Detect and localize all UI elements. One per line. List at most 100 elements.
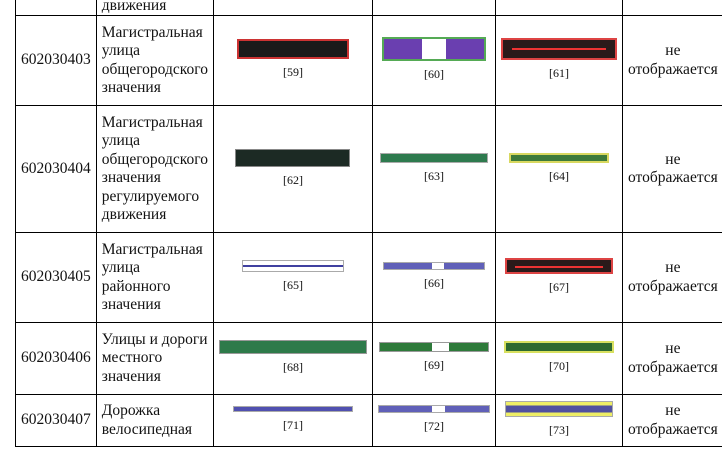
- table-cell: [73]: [494, 394, 623, 447]
- status-line: отображается: [627, 60, 718, 78]
- name-line: улица: [101, 132, 141, 149]
- table-cell: не отображается: [621, 322, 722, 395]
- ref: [62]: [282, 172, 303, 187]
- table-row: 602030403 Магистральная улица общегородског…: [15, 15, 722, 106]
- name-line: Магистральная: [101, 113, 203, 131]
- table-cell: [621, 0, 722, 16]
- ref: [71]: [282, 418, 303, 433]
- table-cell: Магистральная улица общегородского значения…: [95, 105, 214, 233]
- table-row: 602030404 Магистральная улица общегородског…: [15, 105, 722, 233]
- table-cell: не отображается: [621, 105, 722, 233]
- name-line: регулируемого: [101, 187, 200, 205]
- table-cell: Улицы и дороги местного значения: [95, 322, 214, 395]
- name-line: местного: [101, 349, 163, 367]
- status-line: не: [665, 402, 681, 419]
- line-style-swatch: [218, 340, 367, 355]
- table-cell: [64]: [494, 105, 623, 233]
- table-cell: не отображается: [621, 394, 722, 447]
- line-style-swatch: [382, 262, 485, 271]
- table-cell: [62]: [212, 105, 373, 233]
- table-cell: 602030406: [15, 322, 97, 395]
- name-line: Улицы и дороги: [101, 330, 208, 348]
- status-line: отображается: [627, 358, 718, 376]
- ref: [73]: [548, 423, 569, 438]
- table-cell: 602030403: [15, 15, 97, 106]
- ref: [65]: [282, 278, 303, 293]
- name-line: улица: [101, 259, 141, 276]
- line-style-swatch: [500, 38, 617, 61]
- table-cell: [67]: [494, 232, 623, 323]
- line-style-swatch: [235, 148, 351, 167]
- line-style-swatch: [379, 152, 488, 163]
- name-line: общегородского: [101, 60, 208, 78]
- table-cell: [212, 0, 373, 16]
- table-cell: движения: [95, 0, 214, 16]
- table-cell: 602030405: [15, 232, 97, 323]
- ref: [66]: [423, 276, 444, 291]
- table-row: 602030405 Магистральная улица районного знач…: [15, 232, 722, 323]
- table-cell: [371, 0, 496, 16]
- name-line: Магистральная: [101, 23, 203, 41]
- name-line: Дорожка: [101, 402, 161, 419]
- line-style-swatch: [236, 39, 349, 60]
- status-line: отображается: [627, 277, 718, 295]
- code: 602030406: [21, 349, 91, 367]
- line-style-swatch: [504, 258, 613, 275]
- status-line: отображается: [627, 169, 718, 186]
- arrow: [511, 48, 607, 51]
- code: 602030405: [21, 268, 91, 286]
- name-line: движения: [101, 0, 167, 14]
- ref: [64]: [548, 168, 569, 183]
- table-cell: [63]: [371, 105, 496, 233]
- status-line: не: [665, 42, 681, 59]
- line-style-swatch: [241, 260, 344, 273]
- line-style-swatch: [377, 405, 490, 414]
- table-cell: Дорожка велосипедная: [95, 394, 214, 447]
- table-cell: Магистральная улица районного значения: [95, 232, 214, 323]
- table-cell: [66]: [371, 232, 496, 323]
- code: 602030404: [21, 159, 91, 177]
- table-cell: [61]: [494, 15, 623, 106]
- status-line: не: [665, 340, 681, 357]
- name-line: улица: [101, 42, 141, 59]
- table-cell: не отображается: [621, 15, 722, 106]
- name-line: значения: [101, 296, 161, 313]
- code: 602030403: [21, 51, 91, 69]
- status-line: не: [665, 150, 681, 168]
- ref: [72]: [423, 419, 444, 434]
- table-cell: [15, 0, 97, 16]
- arrow: [515, 265, 603, 268]
- name-line: значения: [101, 367, 161, 385]
- name-line: районного: [101, 277, 171, 295]
- status-line: не: [665, 259, 681, 276]
- table-cell: [69]: [371, 322, 496, 395]
- table-cell: [72]: [371, 394, 496, 447]
- name-line: Магистральная: [101, 240, 203, 258]
- table-row: 602030406 Улицы и дороги местного значения[…: [15, 322, 722, 395]
- ref: [60]: [423, 67, 444, 82]
- line-style-swatch: [232, 406, 353, 413]
- ref: [70]: [548, 359, 569, 374]
- ref: [67]: [548, 280, 569, 295]
- name-line: значения: [101, 169, 161, 186]
- ref: [69]: [423, 358, 444, 373]
- line-style-swatch: [378, 342, 489, 353]
- name-line: общегородского: [101, 150, 208, 168]
- line-style-swatch: [503, 341, 614, 354]
- table-row: движения: [15, 0, 722, 16]
- name-line: велосипедная: [101, 420, 193, 438]
- table-cell: не отображается: [621, 232, 722, 323]
- name-line: значения: [101, 79, 161, 96]
- table-cell: [65]: [212, 232, 373, 323]
- table-cell: [494, 0, 623, 16]
- line-style-swatch: [381, 37, 486, 62]
- ref: [63]: [423, 168, 444, 183]
- ref: [61]: [548, 66, 569, 81]
- table-row: 602030407 Дорожка велосипедная [71] [72] [73]…: [15, 394, 722, 447]
- table-cell: [59]: [212, 15, 373, 106]
- line-style-swatch: [504, 401, 613, 418]
- table-cell: Магистральная улица общегородского значения: [95, 15, 214, 106]
- table-cell: [60]: [371, 15, 496, 106]
- table-cell: 602030404: [15, 105, 97, 233]
